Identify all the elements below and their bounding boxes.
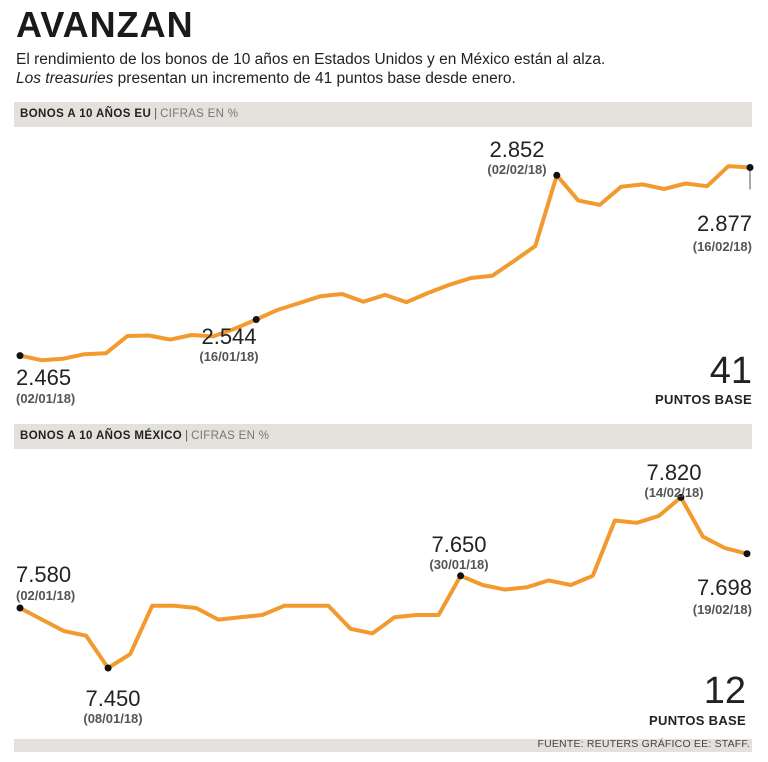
eu-label-peak-date: (02/02/18) bbox=[487, 162, 546, 177]
eu-chart-title: BONOS A 10 AÑOS EU bbox=[20, 108, 152, 120]
eu-yield-line bbox=[18, 164, 752, 363]
mx-marker-4 bbox=[743, 550, 751, 558]
eu-change-label: PUNTOS BASE bbox=[655, 392, 752, 407]
mx-marker-2 bbox=[457, 572, 465, 580]
eu-label-start-date: (02/01/18) bbox=[16, 391, 75, 406]
source-credit: FUENTE: REUTERS GRÁFICO EE: STAFF. bbox=[537, 738, 750, 750]
mx-marker-0 bbox=[16, 604, 24, 612]
subtitle: El rendimiento de los bonos de 10 años e… bbox=[16, 50, 756, 88]
eu-markers bbox=[16, 164, 754, 360]
eu-label-end-date: (16/02/18) bbox=[693, 239, 752, 254]
mx-label-start-date: (02/01/18) bbox=[16, 588, 75, 603]
eu-section-header: BONOS A 10 AÑOS EU | CIFRAS EN % bbox=[14, 102, 752, 127]
mx-section-header: BONOS A 10 AÑOS MÉXICO | CIFRAS EN % bbox=[14, 424, 752, 449]
mx-marker-1 bbox=[104, 664, 112, 672]
mx-bond-chart: 7.580 (02/01/18) 7.450 (08/01/18) 7.650 … bbox=[16, 460, 752, 728]
mx-label-start-value: 7.580 bbox=[16, 562, 71, 587]
eu-chart-units: CIFRAS EN % bbox=[160, 108, 239, 120]
eu-change-value: 41 bbox=[710, 350, 752, 392]
eu-marker-2 bbox=[553, 171, 561, 179]
mx-label-end-value: 7.698 bbox=[697, 575, 752, 600]
eu-label-peak-value: 2.852 bbox=[489, 137, 544, 162]
mx-label-mid-value: 7.650 bbox=[431, 532, 486, 557]
footer-band bbox=[14, 739, 752, 752]
mx-label-low-value: 7.450 bbox=[85, 686, 140, 711]
eu-marker-0 bbox=[16, 352, 24, 360]
eu-label-start-value: 2.465 bbox=[16, 365, 71, 390]
eu-marker-1 bbox=[252, 316, 260, 323]
mx-markers bbox=[16, 493, 751, 672]
separator: | bbox=[154, 108, 158, 120]
subtitle-italic: Los treasuries bbox=[16, 70, 114, 87]
mx-label-mid-date: (30/01/18) bbox=[429, 557, 488, 572]
mx-label-peak-value: 7.820 bbox=[646, 460, 701, 485]
mx-change-label: PUNTOS BASE bbox=[649, 713, 746, 728]
subtitle-rest: presentan un incremento de 41 puntos bas… bbox=[113, 70, 516, 87]
subtitle-line-1: El rendimiento de los bonos de 10 años e… bbox=[16, 51, 606, 68]
mx-chart-units: CIFRAS EN % bbox=[191, 430, 270, 442]
eu-label-mid-value: 2.544 bbox=[201, 324, 256, 349]
mx-chart-title: BONOS A 10 AÑOS MÉXICO bbox=[20, 430, 183, 442]
eu-label-mid-date: (16/01/18) bbox=[199, 349, 258, 364]
eu-marker-3 bbox=[746, 164, 754, 171]
separator: | bbox=[185, 430, 189, 442]
eu-label-end-value: 2.877 bbox=[697, 211, 752, 236]
eu-bond-chart: 2.465 (02/01/18) 2.544 (16/01/18) 2.852 … bbox=[16, 137, 754, 407]
mx-yield-line bbox=[18, 495, 749, 670]
mx-change-value: 12 bbox=[704, 670, 746, 712]
headline: AVANZAN bbox=[16, 4, 194, 45]
mx-label-end-date: (19/02/18) bbox=[693, 602, 752, 617]
mx-marker-3 bbox=[677, 493, 685, 501]
subtitle-line-2: Los treasuries presentan un incremento d… bbox=[16, 69, 756, 88]
mx-label-peak-date: (14/02/18) bbox=[644, 485, 703, 500]
mx-label-low-date: (08/01/18) bbox=[83, 711, 142, 726]
